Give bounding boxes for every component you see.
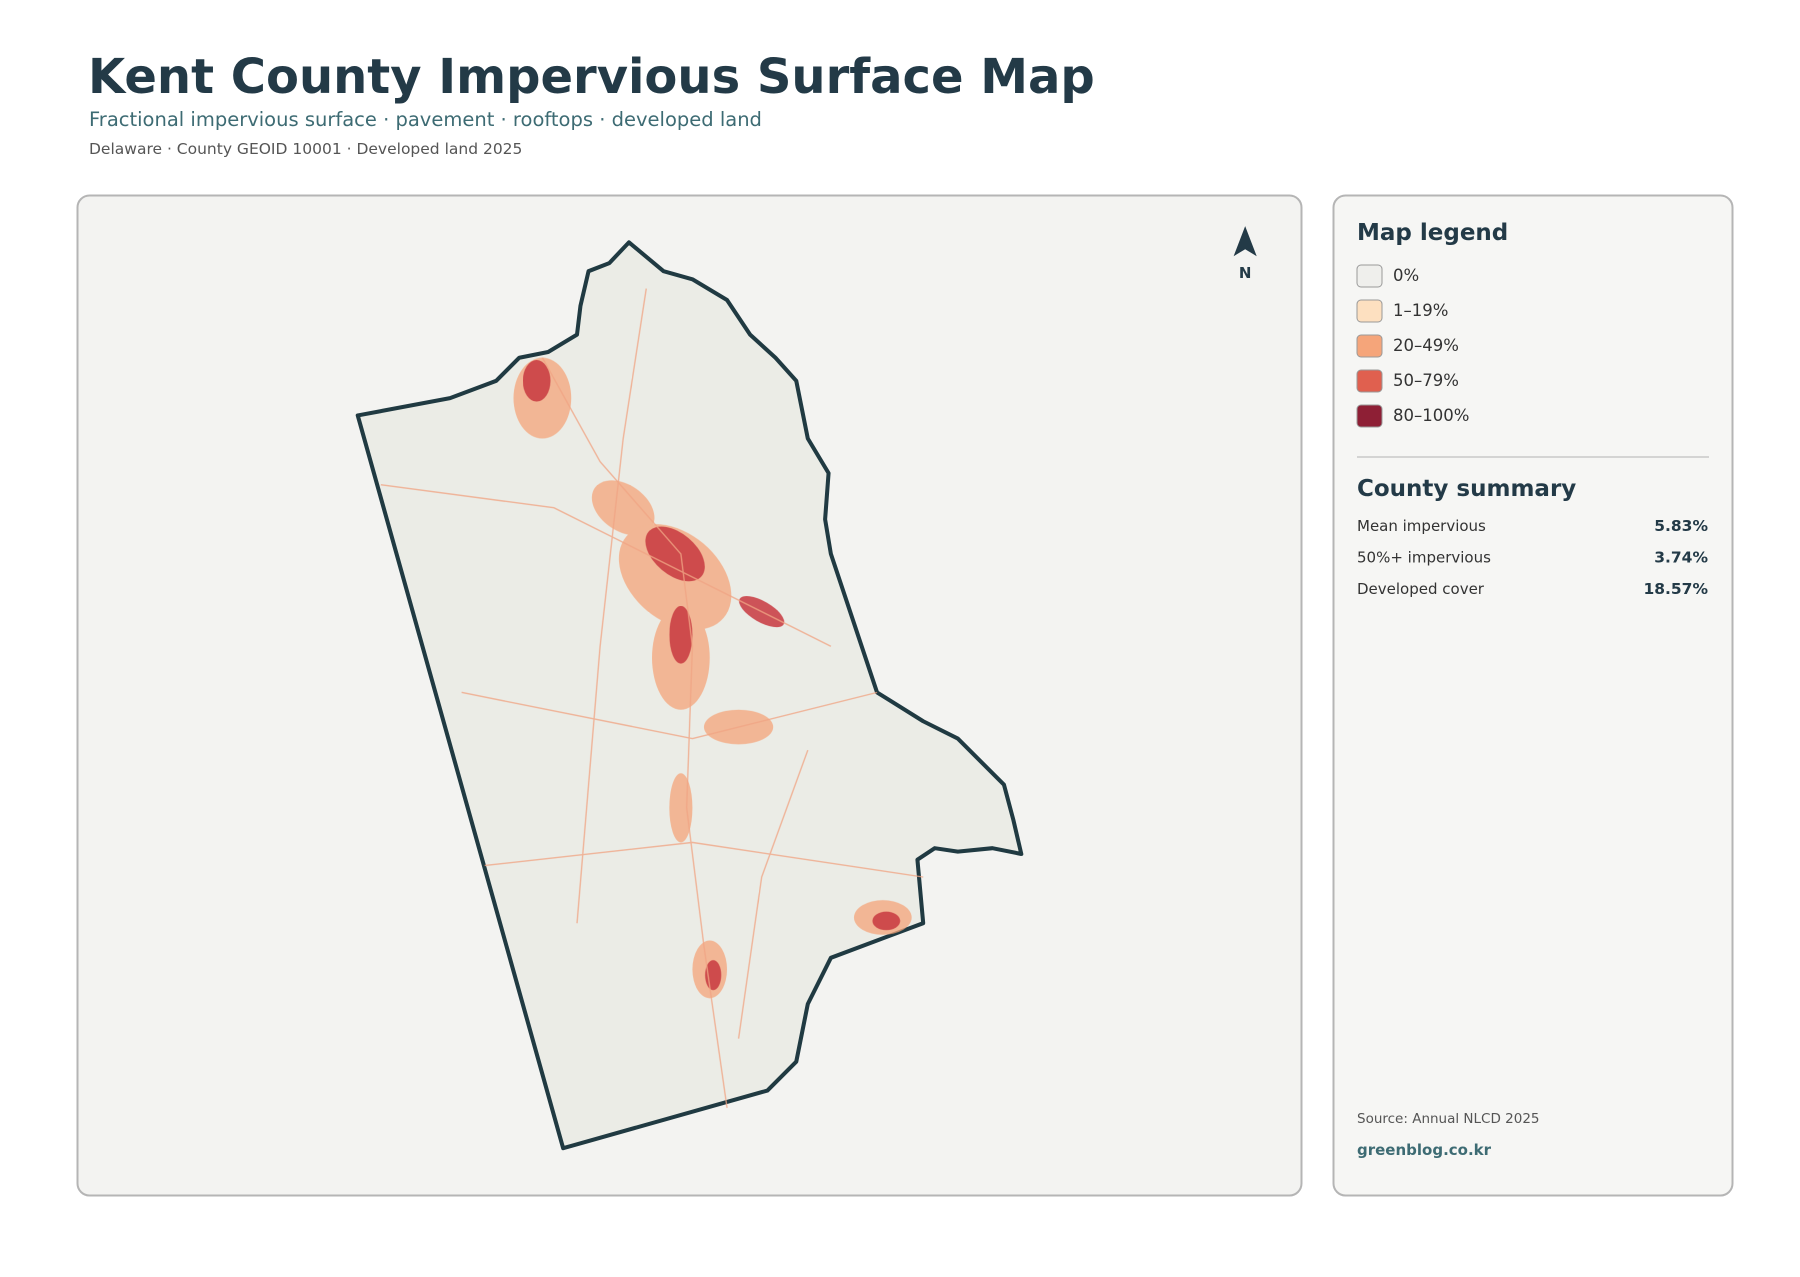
summary-title: County summary <box>1357 476 1576 502</box>
title: Kent County Impervious Surface Map <box>88 49 1095 105</box>
legend-label: 50–79% <box>1393 371 1459 390</box>
legend-label: 1–19% <box>1393 301 1448 320</box>
legend-title: Map legend <box>1357 220 1508 246</box>
source: Source: Annual NLCD 2025 <box>1357 1111 1540 1127</box>
dense-urban <box>522 360 901 991</box>
meta: Delaware · County GEOID 10001 · Develope… <box>89 140 522 158</box>
roads <box>380 288 924 1108</box>
county-map: N <box>355 226 1257 1151</box>
north-arrow <box>1233 226 1257 257</box>
legend-items: 0% 1–19% 20–49% 50–79% 80–100% <box>1356 264 1469 428</box>
legend-swatch <box>1356 334 1383 358</box>
legend-label: 80–100% <box>1393 406 1469 425</box>
legend-swatch <box>1356 264 1383 288</box>
summary-rows: Mean impervious 5.83% 50%+ impervious 3.74%… <box>1357 517 1708 598</box>
legend-label: 20–49% <box>1393 336 1459 355</box>
legend-label: 0% <box>1393 266 1419 285</box>
summary-value: 18.57% <box>1643 580 1708 598</box>
summary-label: Mean impervious <box>1357 517 1486 535</box>
summary-value: 5.83% <box>1654 517 1708 535</box>
legend-swatch <box>1356 369 1383 393</box>
subtitle: Fractional impervious surface · pavement… <box>89 108 762 131</box>
summary-value: 3.74% <box>1654 549 1708 567</box>
credit: greenblog.co.kr <box>1357 1141 1492 1159</box>
legend-swatch <box>1356 299 1383 323</box>
legend-swatch <box>1356 404 1383 428</box>
north-label: N <box>1239 264 1252 282</box>
legend-panel <box>1332 194 1734 1197</box>
summary-label: 50%+ impervious <box>1357 549 1491 567</box>
summary-label: Developed cover <box>1357 580 1485 598</box>
